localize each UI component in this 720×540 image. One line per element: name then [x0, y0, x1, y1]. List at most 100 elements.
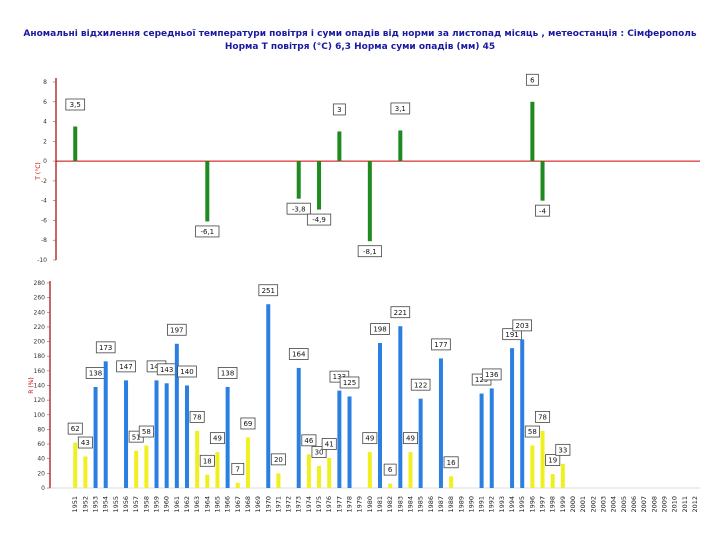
precip-label-1952: 43: [81, 439, 90, 447]
precip-label-1964: 18: [203, 457, 212, 465]
precip-bar-1962: [184, 385, 189, 488]
x-tick-label-2011: 2011: [681, 496, 689, 513]
x-tick-label-2012: 2012: [691, 496, 699, 513]
precip-y-tick-label: 280: [34, 280, 46, 287]
temp-label-1964-box: [195, 225, 220, 238]
precip-label-1961: 197: [170, 326, 183, 334]
precip-label-1971-box: [270, 453, 286, 466]
temp-y-tick-label: -8: [41, 237, 47, 244]
precip-label-1997-box: [535, 410, 551, 423]
precip-label-1951: 62: [71, 425, 80, 433]
x-tick-label-1968: 1968: [244, 496, 252, 513]
temp-label-1983: 3,1: [395, 105, 406, 113]
precip-label-1996-box: [524, 425, 540, 438]
x-tick-label-1977: 1977: [335, 496, 343, 513]
precip-bar-1951: [73, 442, 78, 488]
temp-y-tick-label: 4: [43, 119, 47, 126]
precip-label-1975-box: [311, 446, 327, 458]
temp-bar-1980: [367, 161, 372, 242]
precip-bar-1991: [479, 393, 484, 488]
x-tick-label-1980: 1980: [366, 496, 374, 513]
x-tick-label-1965: 1965: [213, 496, 221, 513]
x-tick-label-1991: 1991: [478, 496, 486, 513]
x-tick-label-1957: 1957: [132, 496, 140, 513]
temp-label-1977-box: [332, 103, 346, 116]
precip-label-1966-box: [217, 367, 238, 379]
x-tick-label-1984: 1984: [406, 496, 414, 513]
x-tick-label-1985: 1985: [417, 496, 425, 513]
x-tick-label-1994: 1994: [508, 496, 516, 513]
temp-bar-1977: [337, 131, 342, 162]
precip-label-1970: 251: [262, 287, 275, 295]
precip-label-1974: 46: [304, 437, 313, 445]
temperature-panel: 8 6 4 2 0 -2 -4 -6 -8 -10 Т (°С) 3,5 -6,1 -3,8 -4,9 3 -8…: [35, 73, 700, 264]
temp-bar-1951: [73, 126, 78, 162]
precip-label-1954: 173: [99, 344, 112, 352]
precip-y-tick-label: 40: [37, 456, 45, 463]
temp-label-1997: -4: [539, 207, 547, 215]
precip-bar-1957: [134, 450, 139, 488]
precip-label-1992: 136: [485, 371, 499, 379]
precip-bar-1956: [124, 380, 129, 488]
x-tick-label-1969: 1969: [254, 496, 262, 513]
temp-y-tick-label: -4: [41, 198, 47, 205]
precip-label-1992-box: [481, 368, 502, 381]
precip-label-1994: 191: [505, 331, 518, 339]
precip-label-1999-box: [555, 443, 571, 456]
precip-label-1982-box: [383, 463, 397, 476]
precip-label-1973: 164: [292, 351, 306, 359]
chart-title-block: Аномальні відхилення середньої температу…: [0, 28, 720, 54]
temp-bar-1997: [540, 161, 545, 201]
x-tick-label-1995: 1995: [518, 496, 526, 513]
precip-label-1952-box: [77, 436, 93, 449]
precip-bar-1977: [337, 390, 342, 488]
x-tick-label-1976: 1976: [325, 496, 333, 513]
precip-label-1965: 49: [213, 435, 222, 443]
precip-y-tick-label: 20: [37, 470, 45, 477]
precip-label-1975: 30: [315, 449, 324, 457]
x-tick-label-1963: 1963: [193, 496, 201, 513]
temp-y-tick-label: 6: [43, 99, 47, 106]
precip-bar-1967: [235, 482, 240, 488]
x-tick-label-1962: 1962: [183, 496, 191, 513]
x-tick-label-1986: 1986: [427, 496, 435, 513]
precip-y-tick-label: 100: [34, 412, 46, 419]
precip-bar-1968: [245, 437, 250, 488]
precip-label-1970-box: [258, 284, 279, 297]
x-tick-label-2008: 2008: [650, 496, 658, 513]
precip-bar-1965: [215, 452, 220, 488]
x-tick-label-1996: 1996: [528, 496, 536, 513]
temp-y-tick-label: 0: [43, 158, 47, 165]
temp-label-1975: -4,9: [312, 216, 326, 224]
precip-bar-1960: [164, 383, 169, 488]
precipitation-panel: 280260240220200180160140120100806040200R…: [28, 280, 700, 492]
precip-label-1988: 16: [447, 459, 456, 467]
precip-label-1959: 147: [150, 363, 163, 371]
precip-label-1954-box: [95, 341, 116, 354]
precip-label-1964-box: [199, 454, 215, 467]
temp-label-1977: 3: [337, 106, 341, 114]
precip-bar-1980: [367, 452, 372, 488]
precip-label-1987-box: [431, 338, 451, 351]
x-tick-label-1988: 1988: [447, 496, 455, 513]
temp-bar-1983: [398, 130, 403, 162]
temp-label-1996-box: [525, 73, 539, 86]
x-tick-label-2010: 2010: [671, 496, 679, 513]
temp-label-1980: -8,1: [363, 248, 377, 256]
precip-bar-1976: [327, 457, 332, 488]
x-tick-label-1964: 1964: [203, 496, 211, 513]
x-tick-label-1971: 1971: [274, 496, 282, 513]
x-tick-label-1951: 1951: [71, 496, 79, 513]
precip-label-1982: 6: [388, 466, 393, 474]
temp-label-1951: 3,5: [70, 101, 81, 109]
precip-y-tick-label: 80: [37, 426, 45, 433]
temp-y-tick-label: -2: [41, 178, 47, 185]
temp-bar-1975: [317, 161, 322, 210]
x-tick-label-1981: 1981: [376, 496, 384, 513]
x-tick-label-1972: 1972: [285, 496, 293, 513]
precip-y-label: R (%): [28, 377, 35, 393]
precip-label-1978: 125: [343, 379, 356, 387]
chart-title: Аномальні відхилення середньої температу…: [23, 29, 697, 39]
precip-label-1968: 69: [243, 420, 252, 428]
